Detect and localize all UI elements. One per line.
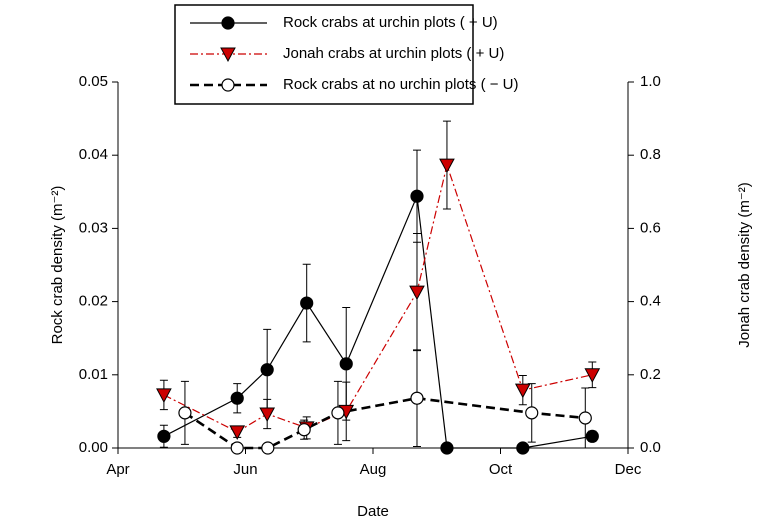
marker — [178, 406, 192, 420]
marker — [331, 406, 345, 420]
x-tick-label: Dec — [615, 461, 642, 478]
x-tick-label: Jun — [233, 461, 257, 478]
marker — [259, 407, 276, 423]
marker — [339, 357, 353, 371]
y-tick-label: 0.02 — [79, 293, 108, 310]
legend-label: Jonah crabs at urchin plots ( + U) — [283, 45, 504, 62]
y-axis-label: Rock crab density (m⁻²) — [49, 186, 66, 345]
y-tick-label: 0.00 — [79, 439, 108, 456]
y2-tick-label: 0.0 — [640, 439, 661, 456]
marker — [584, 368, 601, 383]
marker — [578, 411, 592, 425]
marker — [156, 388, 172, 403]
marker — [260, 363, 274, 377]
marker — [440, 441, 454, 455]
marker — [157, 429, 171, 443]
marker — [585, 429, 599, 443]
marker — [514, 383, 531, 399]
y2-tick-label: 0.2 — [640, 366, 661, 383]
legend-label: Rock crabs at urchin plots ( + U) — [283, 14, 498, 31]
y2-axis-label: Jonah crab density (m⁻²) — [736, 182, 753, 347]
y-tick-label: 0.05 — [79, 73, 108, 90]
marker — [229, 425, 246, 440]
marker — [230, 441, 244, 455]
x-axis-label: Date — [357, 503, 389, 520]
x-tick-label: Aug — [360, 461, 387, 478]
y-tick-label: 0.01 — [79, 366, 108, 383]
y2-tick-label: 0.6 — [640, 219, 661, 236]
x-tick-label: Apr — [106, 461, 129, 478]
marker — [261, 441, 275, 455]
legend-marker — [221, 16, 235, 30]
y2-tick-label: 0.8 — [640, 146, 661, 163]
marker — [516, 441, 530, 455]
y-tick-label: 0.04 — [79, 146, 108, 163]
y-tick-label: 0.03 — [79, 219, 108, 236]
x-tick-label: Oct — [489, 461, 513, 478]
series-line — [184, 396, 586, 450]
marker — [410, 189, 424, 203]
marker — [297, 423, 311, 437]
y2-tick-label: 0.4 — [640, 293, 661, 310]
series-line — [163, 162, 593, 433]
marker — [230, 391, 244, 405]
legend-marker — [221, 78, 235, 92]
marker — [300, 296, 314, 310]
legend-marker — [220, 47, 236, 63]
marker — [410, 391, 424, 405]
marker — [525, 406, 539, 420]
marker — [439, 158, 455, 174]
y2-tick-label: 1.0 — [640, 73, 661, 90]
marker — [409, 285, 425, 301]
legend-label: Rock crabs at no urchin plots ( − U) — [283, 76, 519, 93]
